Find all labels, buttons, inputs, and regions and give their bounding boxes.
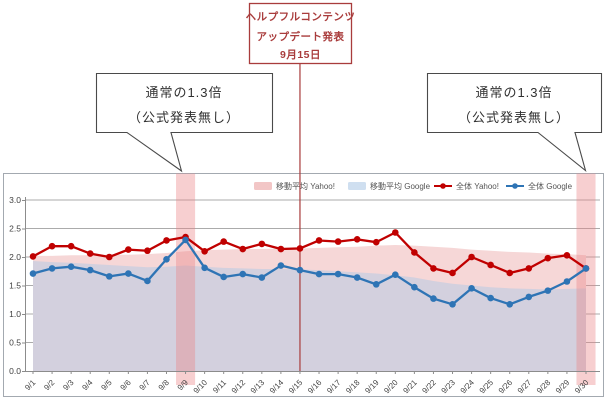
marker-全体 Google [582,265,590,272]
x-axis-labels: 9/1 9/2 9/3 9/4 9/5 9/6 9/7 9/8 9/9 9/10 9/11 9/12 9… [23,378,591,396]
marker-全体 Yahoo! [105,253,113,261]
legend: 移動平均 Yahoo! 移動平均 Google 全体 Yahoo! 全体 Google [254,181,573,191]
marker-全体 Yahoo! [525,265,533,272]
marker-全体 Google [29,270,37,277]
legend-label: 全体 Google [528,181,573,191]
marker-全体 Google [506,301,514,308]
legend-marker-全体 Yahoo! [440,183,446,189]
marker-全体 Yahoo! [372,238,380,246]
marker-全体 Google [105,273,113,280]
marker-全体 Yahoo! [86,250,94,257]
right-callout-bubble [426,72,603,172]
axes [22,197,600,374]
marker-全体 Yahoo! [563,251,571,259]
y-axis-label: 1.0 [9,309,21,319]
y-axis-label: 2.5 [9,224,21,234]
highlight-bands [176,173,596,385]
marker-全体 Google [163,255,170,263]
marker-全体 Yahoo! [239,245,247,253]
marker-全体 Google [430,295,437,302]
event-annotation-line3: 9月15日 [280,49,321,61]
marker-全体 Yahoo! [48,242,56,250]
marker-全体 Google [315,270,323,278]
marker-全体 Google [544,287,552,294]
y-axis-label: 0.5 [9,338,21,348]
marker-全体 Google [125,270,132,277]
marker-全体 Yahoo! [353,236,361,243]
marker-全体 Yahoo! [449,269,456,277]
marker-全体 Yahoo! [29,253,37,260]
moving-average-areas [33,245,586,371]
marker-全体 Google [258,274,266,281]
marker-全体 Yahoo! [258,240,266,248]
marker-全体 Yahoo! [430,265,437,272]
marker-全体 Google [296,266,304,274]
marker-全体 Google [48,265,56,272]
left-callout-line1: 通常の1.3倍 [145,85,222,100]
marker-全体 Google [182,236,189,244]
marker-全体 Google [392,271,399,278]
marker-全体 Yahoo! [125,246,132,253]
right-callout-line1: 通常の1.3倍 [475,85,552,100]
marker-全体 Google [86,266,94,274]
marker-全体 Google [220,273,227,281]
left-callout-line2: （公式発表無し） [128,110,240,125]
marker-全体 Google [525,293,533,301]
highlight-band-9/30 [576,173,596,385]
marker-全体 Google [144,277,151,285]
legend-swatch-移動平均 Yahoo! [254,182,272,190]
marker-全体 Yahoo! [296,245,304,252]
marker-全体 Yahoo! [468,253,475,261]
marker-全体 Yahoo! [220,238,227,245]
area-移動平均 Google [33,260,586,371]
legend-label: 移動平均 Yahoo! [276,181,335,191]
marker-全体 Google [563,278,571,285]
legend-swatch-移動平均 Google [348,182,366,190]
marker-全体 Yahoo! [163,237,170,244]
marker-全体 Yahoo! [144,247,151,255]
legend-label: 移動平均 Google [370,181,431,191]
y-axis-label: 2.0 [9,252,21,262]
y-axis-label: 3.0 [9,195,21,205]
marker-全体 Yahoo! [201,248,208,255]
event-annotation-line2: アップデート発表 [257,30,345,43]
marker-全体 Google [468,285,475,292]
marker-全体 Yahoo! [277,245,285,253]
marker-全体 Yahoo! [506,269,514,277]
marker-全体 Google [449,301,456,308]
marker-全体 Google [411,283,418,291]
marker-全体 Google [487,294,494,302]
line-全体 Yahoo! [31,231,588,275]
y-axis-label: 0.0 [9,366,21,376]
marker-全体 Yahoo! [411,249,418,256]
marker-全体 Yahoo! [487,261,494,269]
marker-全体 Google [239,270,247,278]
marker-全体 Google [277,262,285,269]
legend-label: 全体 Yahoo! [456,181,499,191]
marker-全体 Google [334,270,342,278]
event-annotation-box [248,2,353,65]
event-annotation-line1: ヘルプフルコンテンツ [246,10,356,23]
left-callout-bubble [95,72,274,173]
marker-全体 Google [201,264,208,272]
y-axis-labels: 0.0 0.5 1.0 1.5 2.0 2.5 3.0 [9,195,21,376]
marker-全体 Google [372,281,380,288]
right-callout-line2: （公式発表無し） [458,110,570,125]
data-series [29,229,590,308]
marker-全体 Yahoo! [315,237,323,244]
marker-全体 Yahoo! [67,242,75,250]
y-axis-label: 1.5 [9,281,21,291]
legend-marker-全体 Google [512,183,518,189]
highlight-band-9/9 [176,173,196,385]
marker-全体 Yahoo! [544,254,552,262]
marker-全体 Google [67,263,75,270]
marker-全体 Yahoo! [392,229,399,236]
marker-全体 Yahoo! [334,238,342,245]
marker-全体 Google [353,274,361,281]
